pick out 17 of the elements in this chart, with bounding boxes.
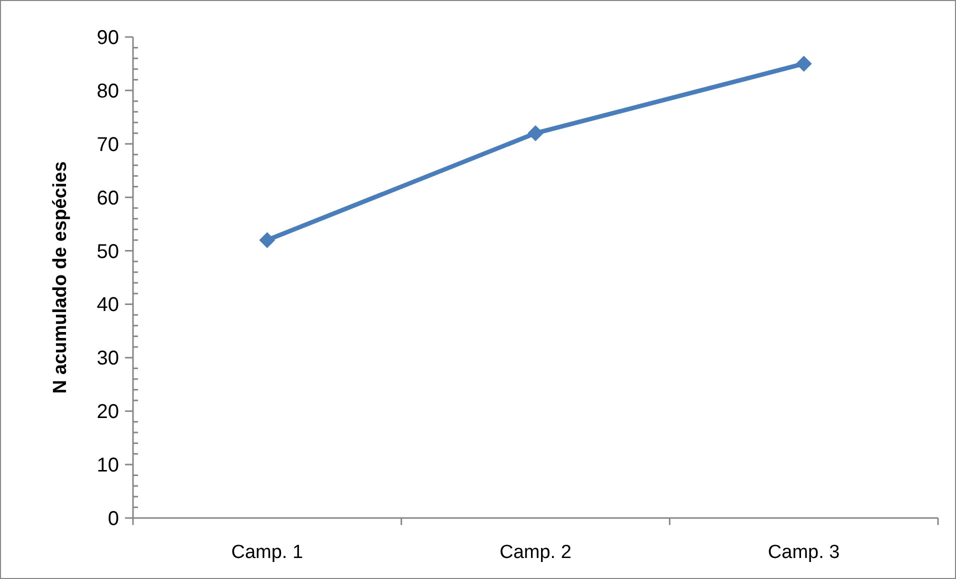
point [796,56,812,72]
x-tick-label: Camp. 1 [231,542,304,563]
y-tick-label: 10 [96,454,119,477]
y-axis-title: N acumulado de espécies [50,161,71,394]
y-tick-label: 80 [96,80,119,102]
y-tick-label: 40 [96,294,119,316]
point [528,125,544,142]
point [259,232,276,248]
y-tick-label: 30 [96,348,119,370]
y-tick-label: 20 [96,401,119,424]
y-tick-label: 50 [96,240,119,263]
y-tick-label: 90 [96,27,119,49]
x-tick-label: Camp. 3 [768,542,840,563]
y-tick-label: 60 [96,187,119,210]
y-tick-label: 0 [108,508,119,530]
y-tick-label: 70 [96,134,119,156]
x-tick-label: Camp. 2 [500,542,572,563]
